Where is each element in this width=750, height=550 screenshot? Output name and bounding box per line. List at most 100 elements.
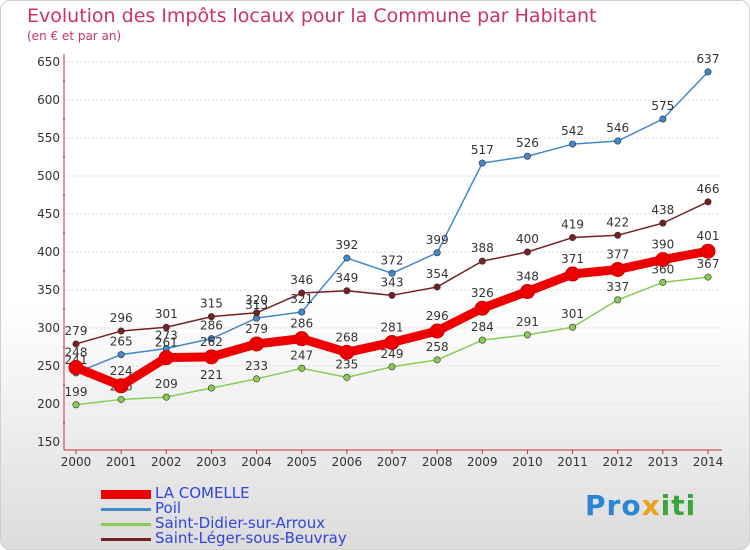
- data-point: [343, 254, 351, 262]
- data-label: 367: [697, 257, 720, 271]
- data-point: [207, 313, 215, 321]
- data-label: 320: [245, 293, 268, 307]
- data-point: [655, 252, 671, 268]
- x-tick-label: 2005: [286, 455, 317, 469]
- data-label: 233: [245, 359, 268, 373]
- y-tick-label: 650: [37, 55, 60, 69]
- legend-swatch: [101, 508, 151, 511]
- x-tick-label: 2010: [512, 455, 543, 469]
- series-saint-didier-sur-arroux: 1992062092212332472352492582842913013373…: [65, 257, 720, 409]
- data-point: [113, 378, 129, 394]
- data-point: [569, 140, 577, 148]
- data-label: 542: [561, 124, 584, 138]
- y-tick-label: 350: [37, 283, 60, 297]
- data-point: [704, 273, 712, 281]
- data-point: [343, 373, 351, 381]
- data-label: 286: [290, 317, 313, 331]
- data-point: [659, 219, 667, 227]
- data-point: [162, 393, 170, 401]
- data-label: 399: [426, 233, 449, 247]
- data-point: [253, 309, 261, 317]
- data-label: 296: [110, 311, 133, 325]
- data-point: [523, 152, 531, 160]
- y-tick-label: 200: [37, 397, 60, 411]
- data-point: [478, 257, 486, 265]
- data-point: [433, 356, 441, 364]
- x-tick-label: 2012: [602, 455, 633, 469]
- data-label: 301: [155, 307, 178, 321]
- data-point: [72, 340, 80, 348]
- data-point: [207, 384, 215, 392]
- logo-text-iti: iti: [660, 489, 697, 522]
- data-label: 199: [65, 385, 88, 399]
- data-point: [614, 231, 622, 239]
- data-label: 262: [200, 335, 223, 349]
- data-point: [207, 335, 215, 343]
- y-tick-label: 600: [37, 93, 60, 107]
- data-point: [569, 234, 577, 242]
- series-la-comelle: 248 224 261 262 279 286 268 281 296 326 348 371 377 3…: [65, 229, 720, 394]
- x-tick-label: 2001: [106, 455, 137, 469]
- data-label: 466: [697, 182, 720, 196]
- data-point: [704, 68, 712, 76]
- data-label: 637: [697, 52, 720, 66]
- data-point: [523, 248, 531, 256]
- data-point: [433, 249, 441, 257]
- legend-label: Saint-Léger-sous-Beuvray: [155, 529, 347, 547]
- legend-swatch: [101, 523, 151, 526]
- data-label: 354: [426, 267, 449, 281]
- data-label: 279: [65, 324, 88, 338]
- x-tick-label: 2003: [196, 455, 227, 469]
- data-label: 422: [606, 215, 629, 229]
- data-point: [388, 363, 396, 371]
- x-tick-label: 2002: [151, 455, 182, 469]
- x-tick-label: 2009: [467, 455, 498, 469]
- data-label: 401: [697, 229, 720, 243]
- data-label: 209: [155, 377, 178, 391]
- data-label: 301: [561, 307, 584, 321]
- data-point: [523, 331, 531, 339]
- data-label: 392: [335, 238, 358, 252]
- data-label: 268: [335, 330, 358, 344]
- data-point: [614, 296, 622, 304]
- data-point: [158, 350, 174, 366]
- data-point: [117, 395, 125, 403]
- proxiti-logo: Proxiti: [585, 489, 696, 522]
- data-label: 360: [651, 262, 674, 276]
- data-label: 526: [516, 136, 539, 150]
- data-point: [388, 291, 396, 299]
- data-label: 265: [110, 335, 133, 349]
- x-tick-label: 2007: [377, 455, 408, 469]
- data-label: 438: [651, 203, 674, 217]
- data-label: 247: [290, 348, 313, 362]
- data-label: 349: [335, 271, 358, 285]
- data-point: [117, 351, 125, 359]
- data-label: 261: [155, 336, 178, 350]
- chart-title: Evolution des Impôts locaux pour la Comm…: [27, 5, 597, 27]
- data-point: [478, 336, 486, 344]
- legend-label: LA COMELLE: [155, 484, 250, 502]
- data-point: [659, 278, 667, 286]
- legend-swatch: [101, 538, 151, 541]
- data-point: [343, 287, 351, 295]
- data-label: 400: [516, 232, 539, 246]
- data-label: 313: [245, 298, 268, 312]
- y-tick-label: 400: [37, 245, 60, 259]
- data-label: 315: [200, 297, 223, 311]
- data-label: 296: [426, 309, 449, 323]
- data-label: 419: [561, 218, 584, 232]
- data-point: [298, 308, 306, 316]
- legend-label: Poil: [155, 499, 182, 517]
- data-label: 281: [381, 320, 404, 334]
- data-point: [294, 331, 310, 347]
- data-point: [704, 198, 712, 206]
- data-label: 326: [471, 286, 494, 300]
- x-tick-label: 2004: [241, 455, 272, 469]
- data-point: [339, 344, 355, 360]
- data-label: 575: [651, 99, 674, 113]
- data-point: [388, 269, 396, 277]
- data-point: [253, 375, 261, 383]
- data-label: 279: [245, 322, 268, 336]
- data-point: [474, 300, 490, 316]
- data-point: [614, 137, 622, 145]
